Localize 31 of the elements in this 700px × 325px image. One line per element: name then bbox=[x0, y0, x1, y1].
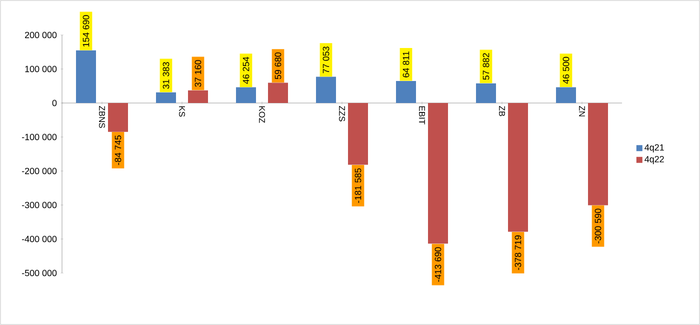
x-tick-label: ZBNS bbox=[99, 106, 105, 128]
x-tick-label: EBIT bbox=[419, 106, 425, 124]
data-label: 31 383 bbox=[162, 62, 170, 89]
data-label: 37 160 bbox=[194, 60, 202, 87]
y-tick-label: -500 000 bbox=[22, 270, 57, 276]
y-tick-label: 100 000 bbox=[25, 66, 57, 72]
data-label: 64 811 bbox=[402, 51, 410, 78]
data-label: 77 053 bbox=[322, 46, 330, 74]
x-tick-label: ZZS bbox=[339, 106, 345, 122]
x-tick-label: ZN bbox=[579, 106, 585, 116]
y-tick-label: -300 000 bbox=[22, 202, 57, 208]
legend-label: 4q21 bbox=[644, 144, 664, 152]
y-tick-label: -400 000 bbox=[22, 236, 57, 242]
data-label: 154 690 bbox=[82, 15, 90, 47]
y-tick-label: -200 000 bbox=[22, 168, 57, 174]
data-label: 59 680 bbox=[274, 52, 282, 80]
legend-label: 4q22 bbox=[644, 156, 664, 164]
data-label: -181 585 bbox=[354, 168, 362, 203]
data-label: -300 590 bbox=[594, 208, 602, 244]
data-label: 46 500 bbox=[562, 56, 570, 84]
data-label: -378 719 bbox=[514, 235, 522, 270]
data-label: 46 254 bbox=[242, 56, 250, 84]
x-tick-label: ZB bbox=[499, 106, 505, 116]
y-tick-label: 0 bbox=[52, 100, 57, 106]
data-label: 57 882 bbox=[482, 53, 490, 80]
data-label: -84 745 bbox=[114, 135, 122, 166]
data-label: -413 690 bbox=[434, 247, 442, 282]
x-tick-label: KS bbox=[179, 106, 185, 117]
y-tick-label: -100 000 bbox=[22, 134, 57, 140]
y-tick-label: 200 000 bbox=[25, 32, 57, 38]
x-tick-label: KOZ bbox=[259, 106, 265, 123]
